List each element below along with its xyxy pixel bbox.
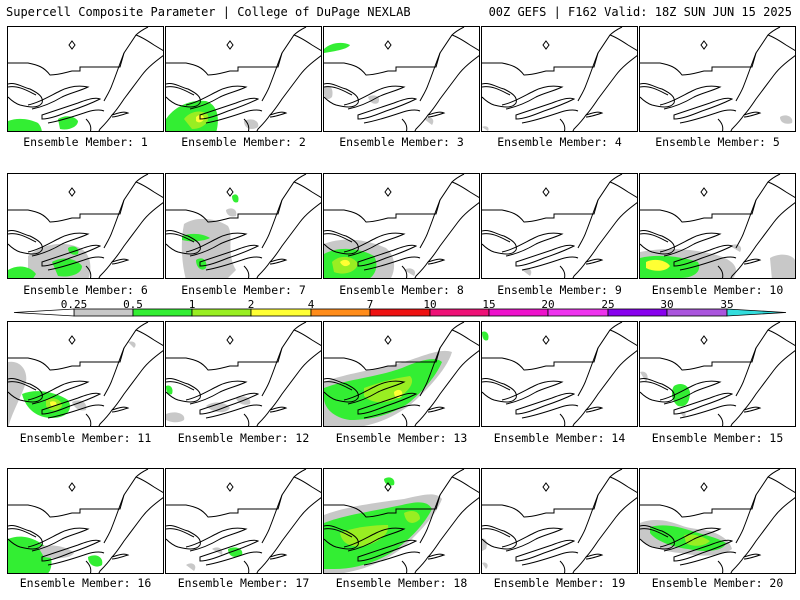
member-map (324, 322, 479, 426)
ensemble-panel-11 (7, 321, 164, 427)
ensemble-label-18: Ensemble Member: 18 (335, 576, 468, 590)
member-map (482, 322, 637, 426)
colorbar-tick-label: 0.25 (60, 298, 88, 311)
ensemble-panel-4 (481, 26, 638, 132)
ensemble-label-15: Ensemble Member: 15 (651, 431, 784, 445)
member-map (324, 469, 479, 573)
colorbar-tick-label: 20 (541, 298, 555, 311)
colorbar-tick-label: 0.5 (123, 298, 143, 311)
ensemble-panel-6 (7, 173, 164, 279)
ensemble-label-6: Ensemble Member: 6 (23, 283, 148, 297)
member-map (324, 174, 479, 278)
colorbar-high-arrow (726, 308, 787, 317)
member-map (482, 27, 637, 131)
member-map (640, 27, 795, 131)
ensemble-label-4: Ensemble Member: 4 (497, 135, 622, 149)
ensemble-panel-14 (481, 321, 638, 427)
ensemble-panel-2 (165, 26, 322, 132)
ensemble-label-5: Ensemble Member: 5 (655, 135, 780, 149)
member-map (166, 27, 321, 131)
ensemble-label-7: Ensemble Member: 7 (181, 283, 306, 297)
colorbar-segment (310, 308, 371, 317)
member-map (640, 322, 795, 426)
colorbar-low-arrow (13, 308, 75, 317)
ensemble-label-8: Ensemble Member: 8 (339, 283, 464, 297)
member-map (324, 27, 479, 131)
ensemble-panel-17 (165, 468, 322, 574)
colorbar-segment (607, 308, 668, 317)
colorbar-segment (429, 308, 490, 317)
member-map (8, 322, 163, 426)
ensemble-label-3: Ensemble Member: 3 (339, 135, 464, 149)
member-map (166, 469, 321, 573)
ensemble-label-14: Ensemble Member: 14 (493, 431, 626, 445)
colorbar-tick-label: 30 (660, 298, 674, 311)
ensemble-panel-12 (165, 321, 322, 427)
ensemble-label-10: Ensemble Member: 10 (651, 283, 784, 297)
member-map (482, 174, 637, 278)
member-map (8, 174, 163, 278)
colorbar-segment (250, 308, 312, 317)
colorbar-segment (488, 308, 549, 317)
member-map (8, 469, 163, 573)
ensemble-label-12: Ensemble Member: 12 (177, 431, 310, 445)
colorbar-tick-label: 7 (366, 298, 374, 311)
ensemble-panel-3 (323, 26, 480, 132)
member-map (166, 322, 321, 426)
colorbar-tick-label: 10 (423, 298, 437, 311)
ensemble-panel-10 (639, 173, 796, 279)
ensemble-label-2: Ensemble Member: 2 (181, 135, 306, 149)
colorbar-tick-label: 25 (601, 298, 615, 311)
member-map (166, 174, 321, 278)
colorbar-tick-label: 35 (720, 298, 734, 311)
colorbar-segment (369, 308, 431, 317)
colorbar-tick-label: 2 (247, 298, 255, 311)
colorbar-segment (547, 308, 609, 317)
ensemble-panel-7 (165, 173, 322, 279)
ensemble-label-20: Ensemble Member: 20 (651, 576, 784, 590)
colorbar-segment (666, 308, 728, 317)
member-map (640, 469, 795, 573)
ensemble-panel-1 (7, 26, 164, 132)
ensemble-panel-9 (481, 173, 638, 279)
ensemble-panel-5 (639, 26, 796, 132)
ensemble-label-11: Ensemble Member: 11 (19, 431, 152, 445)
ensemble-label-9: Ensemble Member: 9 (497, 283, 622, 297)
colorbar-tick-label: 1 (188, 298, 196, 311)
ensemble-panel-8 (323, 173, 480, 279)
colorbar-tick-label: 4 (307, 298, 315, 311)
ensemble-panel-19 (481, 468, 638, 574)
ensemble-panel-16 (7, 468, 164, 574)
member-map (8, 27, 163, 131)
ensemble-panel-15 (639, 321, 796, 427)
ensemble-panel-18 (323, 468, 480, 574)
ensemble-label-17: Ensemble Member: 17 (177, 576, 310, 590)
member-map (640, 174, 795, 278)
ensemble-label-16: Ensemble Member: 16 (19, 576, 152, 590)
colorbar-segment (191, 308, 252, 317)
page-title: Supercell Composite Parameter | College … (6, 5, 411, 19)
colorbar (13, 308, 787, 317)
ensemble-label-1: Ensemble Member: 1 (23, 135, 148, 149)
valid-time-title: 00Z GEFS | F162 Valid: 18Z SUN JUN 15 20… (488, 5, 792, 19)
member-map (482, 469, 637, 573)
ensemble-label-19: Ensemble Member: 19 (493, 576, 626, 590)
colorbar-tick-label: 15 (482, 298, 496, 311)
ensemble-panel-13 (323, 321, 480, 427)
ensemble-label-13: Ensemble Member: 13 (335, 431, 468, 445)
ensemble-panel-20 (639, 468, 796, 574)
